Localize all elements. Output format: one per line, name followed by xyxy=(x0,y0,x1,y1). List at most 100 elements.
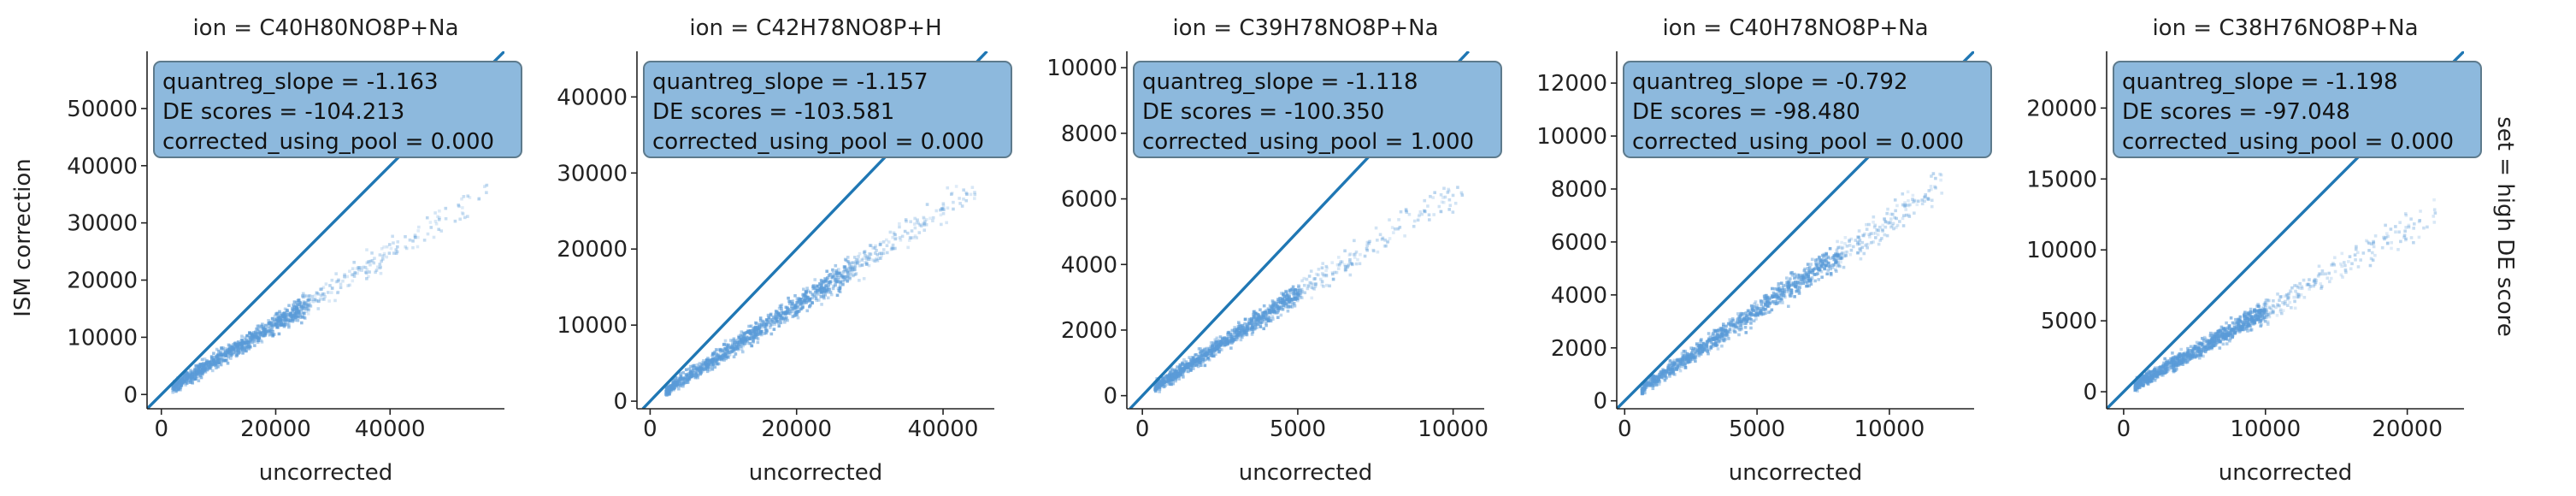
data-point xyxy=(1782,292,1786,295)
data-point xyxy=(1297,294,1301,298)
data-point xyxy=(1170,366,1173,369)
data-point xyxy=(1656,375,1660,379)
data-point xyxy=(1209,351,1212,356)
data-point xyxy=(1649,381,1653,386)
data-point xyxy=(318,297,322,301)
data-point xyxy=(1244,329,1248,333)
data-point xyxy=(224,346,227,351)
data-point xyxy=(1330,271,1335,275)
data-point xyxy=(1671,369,1675,374)
data-point xyxy=(257,330,262,334)
data-point xyxy=(1271,300,1276,304)
data-point xyxy=(679,372,682,375)
data-point xyxy=(1264,323,1268,328)
data-point xyxy=(295,300,298,304)
data-point xyxy=(805,286,809,290)
data-point xyxy=(1169,380,1173,384)
data-point xyxy=(1365,248,1370,252)
panel-title: ion = C42H78NO8P+H xyxy=(689,15,941,41)
y-tick-label: 30000 xyxy=(67,211,138,237)
data-point xyxy=(1712,342,1715,346)
data-point xyxy=(1169,374,1172,378)
data-point xyxy=(1883,217,1886,221)
data-point xyxy=(1744,331,1748,334)
data-point xyxy=(1789,288,1793,292)
data-point xyxy=(337,279,341,283)
data-point xyxy=(1282,304,1286,307)
data-point xyxy=(1243,322,1247,326)
data-point xyxy=(1204,351,1208,354)
data-point xyxy=(311,299,315,304)
data-point xyxy=(228,344,233,348)
data-point xyxy=(954,185,958,188)
data-point xyxy=(1724,324,1728,328)
data-point xyxy=(900,234,905,239)
data-point xyxy=(370,251,374,255)
data-point xyxy=(2294,289,2297,293)
data-point xyxy=(1895,216,1898,221)
data-point xyxy=(664,387,669,391)
data-point xyxy=(850,265,853,269)
data-point xyxy=(809,290,812,294)
data-point xyxy=(758,316,763,320)
data-point xyxy=(1271,317,1275,322)
data-point xyxy=(761,322,765,327)
data-point xyxy=(1350,263,1354,267)
data-point xyxy=(171,385,175,388)
data-point xyxy=(1264,309,1268,312)
data-point xyxy=(1705,340,1709,344)
data-point xyxy=(1840,252,1843,256)
data-point xyxy=(710,357,714,362)
data-point xyxy=(1742,322,1747,326)
annotation-line: corrected_using_pool = 0.000 xyxy=(162,129,494,155)
data-point xyxy=(1652,383,1656,387)
data-point xyxy=(775,319,780,323)
data-point xyxy=(1808,278,1812,281)
data-point xyxy=(1324,274,1329,278)
data-point xyxy=(1170,368,1174,372)
data-point xyxy=(1839,256,1843,259)
data-point xyxy=(2373,253,2377,257)
data-point xyxy=(745,335,749,339)
data-point xyxy=(272,320,276,323)
data-point xyxy=(722,350,726,354)
data-point xyxy=(1814,273,1818,276)
data-point xyxy=(813,278,817,281)
data-point xyxy=(209,360,214,364)
data-point xyxy=(2231,321,2235,325)
data-point xyxy=(1836,257,1841,261)
data-point xyxy=(738,340,741,344)
data-point xyxy=(1682,349,1686,353)
data-point xyxy=(194,375,197,379)
data-point xyxy=(378,263,382,266)
data-point xyxy=(1658,380,1662,384)
data-point xyxy=(1229,341,1234,345)
data-point xyxy=(298,313,302,317)
data-point xyxy=(2217,336,2220,340)
panel-title: ion = C39H78NO8P+Na xyxy=(1172,15,1438,41)
data-point xyxy=(827,280,831,285)
data-point xyxy=(923,221,927,226)
data-point xyxy=(710,362,714,366)
data-point xyxy=(846,276,850,280)
data-point xyxy=(847,269,852,274)
data-point xyxy=(1314,282,1317,286)
data-point xyxy=(925,203,929,206)
data-point xyxy=(249,345,252,349)
data-point xyxy=(1844,254,1848,257)
data-point xyxy=(248,331,251,335)
data-point xyxy=(1276,309,1281,313)
data-point xyxy=(248,331,251,334)
data-point xyxy=(686,381,690,384)
data-point xyxy=(701,361,704,364)
data-point xyxy=(1194,357,1198,361)
data-point xyxy=(1441,196,1445,199)
data-point xyxy=(1166,375,1170,378)
data-point xyxy=(1696,353,1701,357)
data-point xyxy=(906,245,910,250)
data-point xyxy=(773,322,776,327)
data-point xyxy=(1923,195,1926,199)
data-point xyxy=(1787,285,1790,288)
data-point xyxy=(852,265,857,269)
data-point xyxy=(197,379,201,383)
